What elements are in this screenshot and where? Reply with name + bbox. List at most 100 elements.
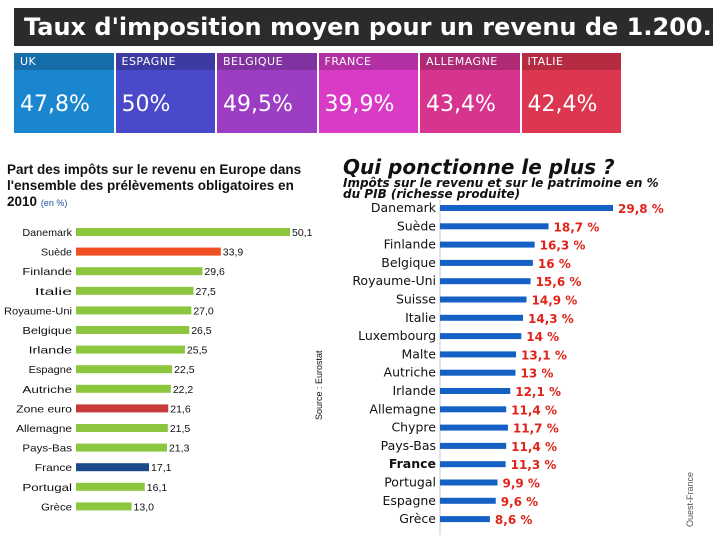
category-label: Italie xyxy=(405,310,436,325)
category-label: Irlande xyxy=(392,383,436,398)
bar xyxy=(440,296,527,303)
category-label: Chypre xyxy=(391,420,436,435)
category-label: Allemagne xyxy=(16,423,72,435)
category-label: Danemark xyxy=(22,227,72,239)
data-label: 13,0 xyxy=(134,501,155,513)
bar xyxy=(76,463,150,472)
data-label: 25,5 xyxy=(187,345,208,357)
category-label: Irlande xyxy=(29,345,73,357)
bar xyxy=(76,247,221,256)
bar xyxy=(76,228,290,236)
bar xyxy=(440,205,613,211)
tile-value: 42,4% xyxy=(527,92,598,117)
tile-country-label: ITALIE xyxy=(521,53,621,70)
data-label: 11,3 % xyxy=(511,458,557,472)
left-chart-title: Part des impôts sur le revenu en Europe … xyxy=(7,162,317,211)
right-chart-title: Qui ponctionne le plus ? xyxy=(343,155,615,179)
category-label: Suède xyxy=(41,247,72,259)
data-label: 21,6 xyxy=(170,403,191,415)
category-label: Pays-Bas xyxy=(22,443,72,455)
bar xyxy=(76,267,203,276)
bar xyxy=(440,479,498,486)
data-label: 17,1 xyxy=(151,462,172,474)
category-label: Danemark xyxy=(371,200,437,215)
category-label: Belgique xyxy=(22,325,72,337)
bar xyxy=(76,306,192,315)
data-label: 9,6 % xyxy=(501,495,538,509)
category-label: Finlande xyxy=(384,237,437,252)
bar xyxy=(440,333,522,340)
country-tile: ALLEMAGNE 43,4% xyxy=(420,53,520,133)
bar xyxy=(76,482,145,491)
bar xyxy=(76,424,168,432)
category-label: Royaume-Uni xyxy=(352,273,436,288)
data-label: 15,6 % xyxy=(536,275,582,289)
data-label: 14,3 % xyxy=(528,312,574,326)
data-label: 22,2 xyxy=(173,384,194,396)
country-tile: UK 47,8% xyxy=(14,53,114,133)
category-label: Malte xyxy=(401,346,436,361)
tile-country-label: ALLEMAGNE xyxy=(420,53,520,70)
data-label: 33,9 xyxy=(223,247,244,259)
tile-country-label: FRANCE xyxy=(318,53,418,70)
category-label: Italie xyxy=(35,286,72,298)
bar xyxy=(440,369,516,376)
category-label: Finlande xyxy=(22,266,72,278)
data-label: 29,8 % xyxy=(618,202,664,216)
data-label: 29,6 xyxy=(204,266,225,278)
bar xyxy=(76,384,171,393)
left-bar-chart: Danemark 50,1 Suède 33,9 Finlande 29,6 Italie 2… xyxy=(4,227,313,513)
bar xyxy=(440,241,535,248)
tile-value: 47,8% xyxy=(20,92,90,117)
country-tile: BELGIQUE 49,5% xyxy=(217,53,317,133)
category-label: Allemagne xyxy=(369,401,436,416)
category-label: France xyxy=(389,456,436,471)
bar xyxy=(76,326,190,334)
bar xyxy=(440,406,507,413)
right-chart-subtitle: Impôts sur le revenu et sur le patrimoin… xyxy=(343,176,659,201)
country-tile: ITALIE 42,4% xyxy=(521,53,621,133)
category-label: Belgique xyxy=(381,255,436,270)
bar xyxy=(76,502,132,511)
country-tile: ESPAGNE 50% xyxy=(115,53,215,133)
data-label: 14,9 % xyxy=(532,294,578,308)
category-label: Royaume-Uni xyxy=(4,305,72,317)
category-label: Portugal xyxy=(384,475,436,490)
country-tiles: UK 47,8% ESPAGNE 50% BELGIQUE 49,5% FRANCE 39,9… xyxy=(14,53,621,133)
data-label: 12,1 % xyxy=(515,385,561,399)
tile-country-label: BELGIQUE xyxy=(217,53,317,70)
category-label: Grèce xyxy=(41,501,72,513)
bar xyxy=(440,314,524,321)
bar xyxy=(440,442,507,449)
data-label: 16 % xyxy=(538,257,571,271)
category-label: Portugal xyxy=(22,482,72,494)
bar xyxy=(440,516,490,523)
category-label: Zone euro xyxy=(16,403,72,415)
left-chart-unit: (en %) xyxy=(40,198,68,208)
category-label: Luxembourg xyxy=(358,328,436,343)
bar xyxy=(440,259,533,266)
bar xyxy=(76,443,167,452)
bar xyxy=(76,404,169,413)
bar xyxy=(440,497,496,504)
data-label: 16,1 xyxy=(147,482,168,494)
left-chart-title-text: Part des impôts sur le revenu en Europe … xyxy=(7,162,302,209)
tile-country-label: UK xyxy=(14,53,114,70)
right-bar-chart: Danemark 29,8 % Suède 18,7 % Finlande 16,3 % B… xyxy=(352,200,664,535)
tile-value: 43,4% xyxy=(426,92,496,117)
data-label: 27,5 xyxy=(195,286,216,298)
bar xyxy=(440,461,506,468)
data-label: 11,7 % xyxy=(513,422,559,436)
category-label: Espagne xyxy=(382,493,436,508)
data-label: 11,4 % xyxy=(511,403,557,417)
category-label: Suisse xyxy=(396,292,436,307)
tile-country-label: ESPAGNE xyxy=(115,53,215,70)
bar xyxy=(76,365,173,374)
data-label: 11,4 % xyxy=(511,440,557,454)
category-label: Suède xyxy=(397,218,436,233)
category-label: Espagne xyxy=(29,364,73,376)
tile-value: 39,9% xyxy=(324,92,395,117)
category-label: Pays-Bas xyxy=(381,438,436,453)
category-label: France xyxy=(35,462,72,474)
bar xyxy=(76,345,185,354)
